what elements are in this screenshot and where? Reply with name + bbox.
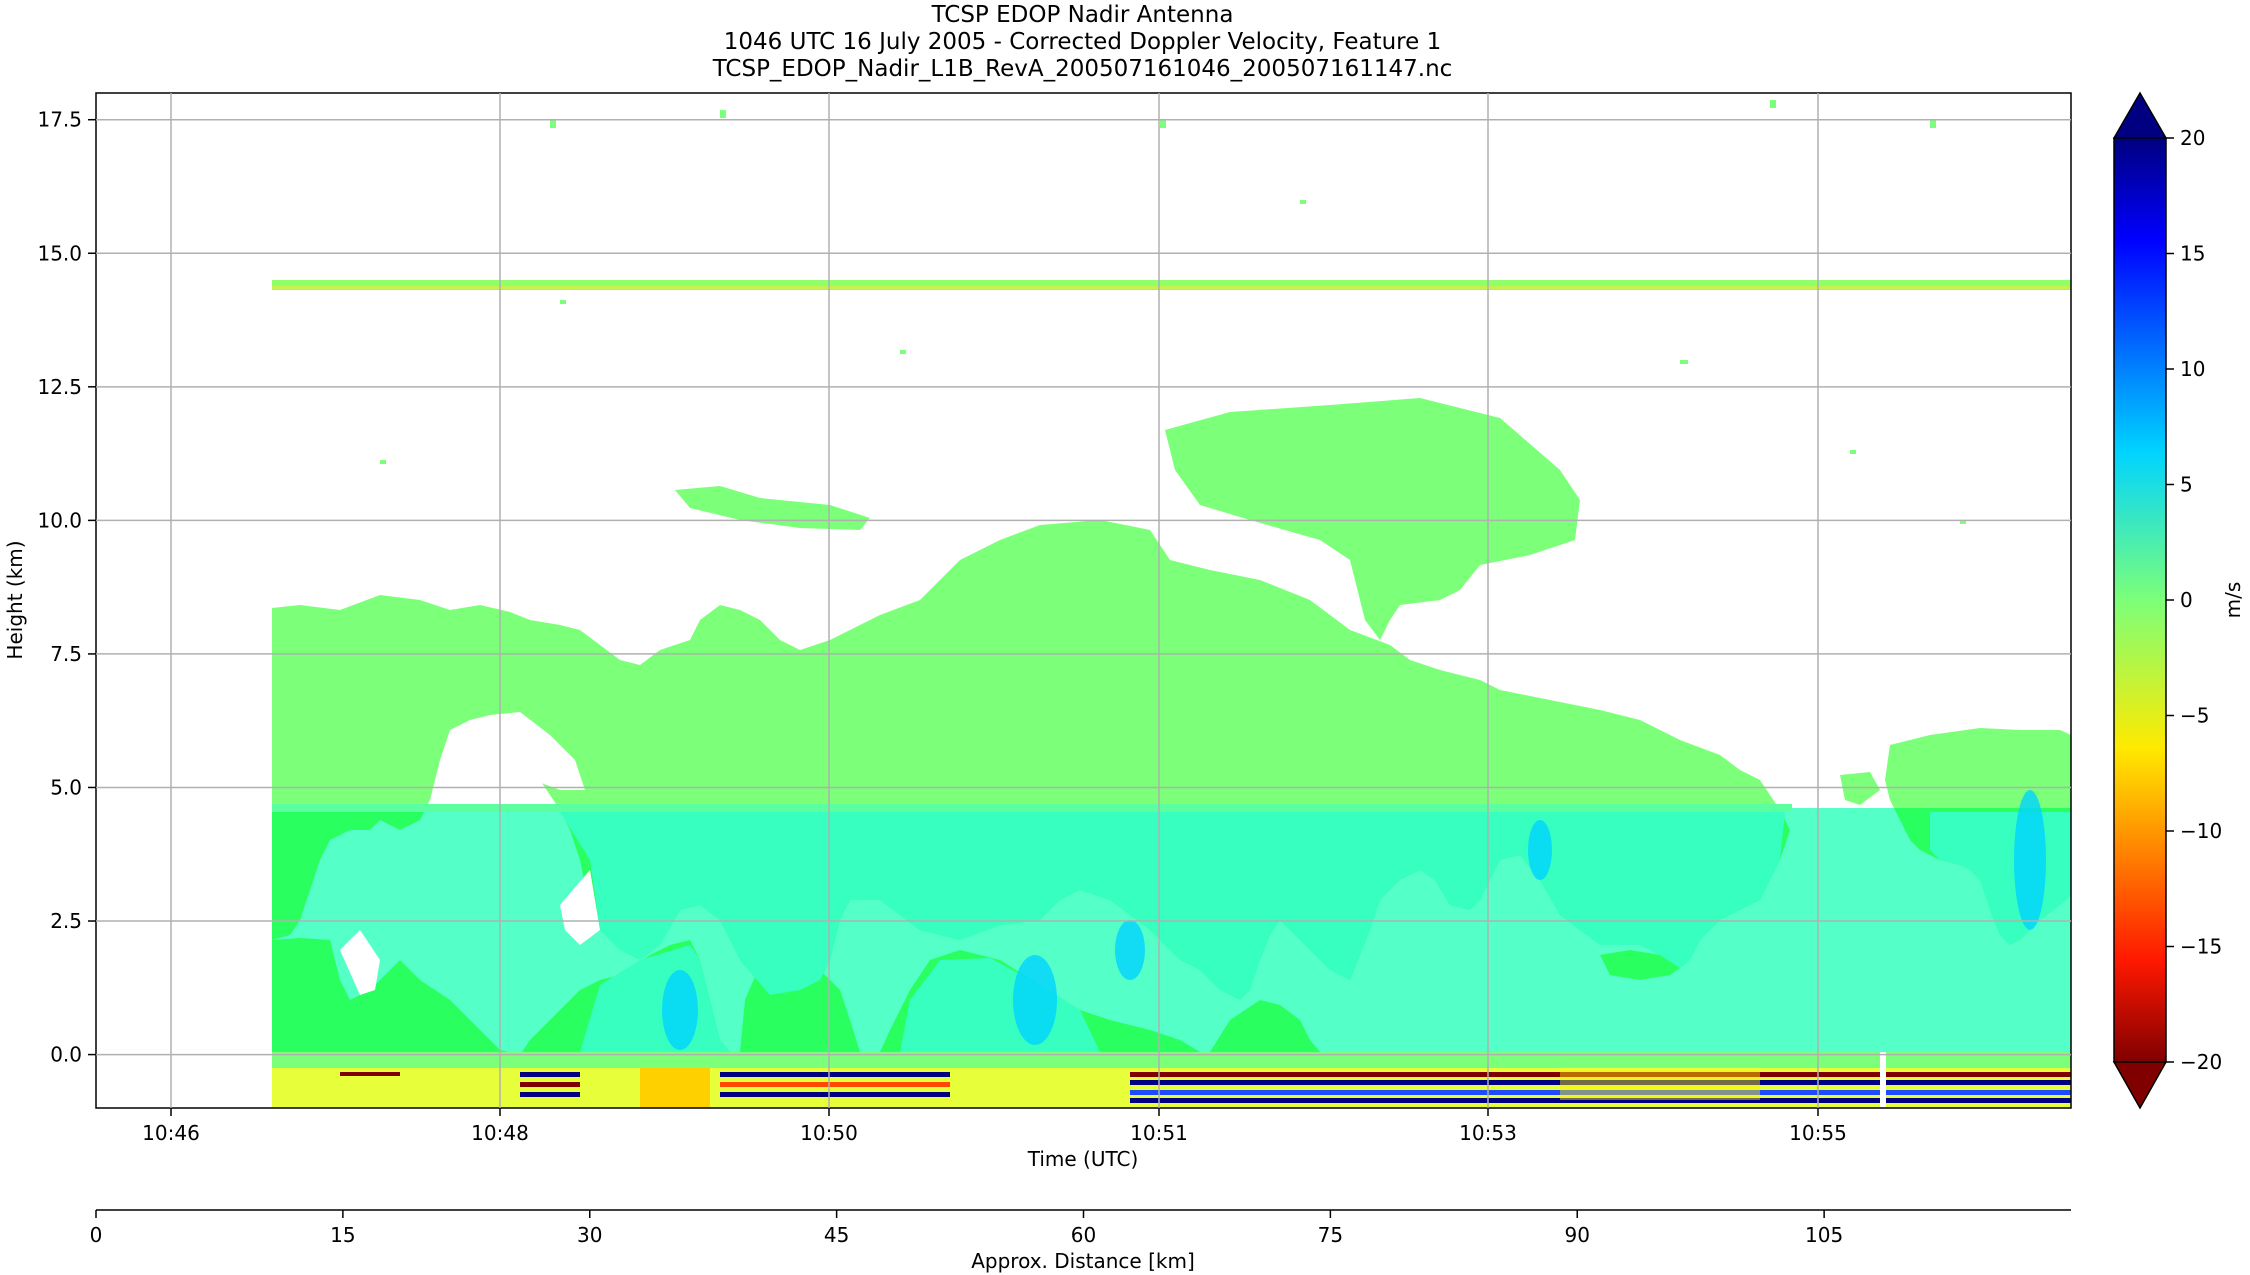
colorbar-tick-label: −10 xyxy=(2180,819,2222,843)
plot-area xyxy=(272,100,2071,1108)
x-axis: 10:46 10:48 10:50 10:51 10:53 10:55 xyxy=(142,1108,1847,1145)
colorbar-tick-label: −15 xyxy=(2180,935,2222,959)
y-tick-label: 15.0 xyxy=(37,241,82,265)
y-axis: 0.0 2.5 5.0 7.5 10.0 12.5 15.0 17.5 xyxy=(37,108,96,1067)
x-axis-label: Time (UTC) xyxy=(1027,1147,1139,1171)
melting-level xyxy=(272,804,1792,812)
chart-title-line-2: 1046 UTC 16 July 2005 - Corrected Dopple… xyxy=(723,29,1442,55)
x-tick-label: 10:55 xyxy=(1789,1121,1847,1145)
colorbar: 20 15 10 5 0 −5 −10 −15 −20 m/s xyxy=(2112,91,2245,1110)
upper-anvil xyxy=(1165,398,1580,640)
y-tick-label: 17.5 xyxy=(37,108,82,132)
colorbar-tick-label: −20 xyxy=(2180,1050,2222,1074)
colorbar-tick-label: 15 xyxy=(2180,242,2205,266)
x-tick-label: 10:48 xyxy=(471,1121,529,1145)
x-tick-label: 10:50 xyxy=(800,1121,858,1145)
noise-pixels xyxy=(380,100,1966,524)
colorbar-tick-label: 0 xyxy=(2180,588,2193,612)
colorbar-label: m/s xyxy=(2221,582,2245,619)
distance-tick-label: 45 xyxy=(824,1223,849,1247)
bright-band xyxy=(272,280,2071,290)
plot-frame xyxy=(95,92,2072,1109)
gridlines xyxy=(96,93,2071,1108)
y-tick-label: 5.0 xyxy=(50,775,82,799)
chart-title-line-1: TCSP EDOP Nadir Antenna xyxy=(931,2,1234,28)
distance-tick-label: 30 xyxy=(577,1223,602,1247)
distance-tick-label: 0 xyxy=(90,1223,103,1247)
colorbar-body xyxy=(2113,137,2167,1063)
colorbar-tick-label: 5 xyxy=(2180,473,2193,497)
distance-tick-label: 60 xyxy=(1071,1223,1096,1247)
surface-return-streaks xyxy=(340,1052,2071,1108)
colorbar-extend-top xyxy=(2112,91,2168,139)
y-tick-label: 10.0 xyxy=(37,508,82,532)
distance-tick-label: 90 xyxy=(1565,1223,1590,1247)
distance-tick-label: 75 xyxy=(1318,1223,1343,1247)
y-axis-label: Height (km) xyxy=(3,540,27,659)
distance-axis: 0 15 30 45 60 75 90 105 xyxy=(90,1210,1843,1247)
distance-tick-label: 15 xyxy=(330,1223,355,1247)
chart-title-line-3: TCSP_EDOP_Nadir_L1B_RevA_200507161046_20… xyxy=(712,56,1453,82)
y-tick-label: 0.0 xyxy=(50,1043,82,1067)
x-tick-label: 10:51 xyxy=(1130,1121,1188,1145)
colorbar-tick-label: 10 xyxy=(2180,357,2205,381)
distance-axis-label: Approx. Distance [km] xyxy=(971,1249,1195,1273)
y-tick-label: 2.5 xyxy=(50,909,82,933)
y-tick-label: 7.5 xyxy=(50,642,82,666)
y-tick-label: 12.5 xyxy=(37,375,82,399)
colorbar-extend-bottom xyxy=(2112,1061,2168,1110)
x-tick-label: 10:53 xyxy=(1459,1121,1517,1145)
x-tick-label: 10:46 xyxy=(142,1121,200,1145)
colorbar-tick-label: −5 xyxy=(2180,704,2209,728)
distance-tick-label: 105 xyxy=(1805,1223,1843,1247)
colorbar-tick-label: 20 xyxy=(2180,126,2205,150)
